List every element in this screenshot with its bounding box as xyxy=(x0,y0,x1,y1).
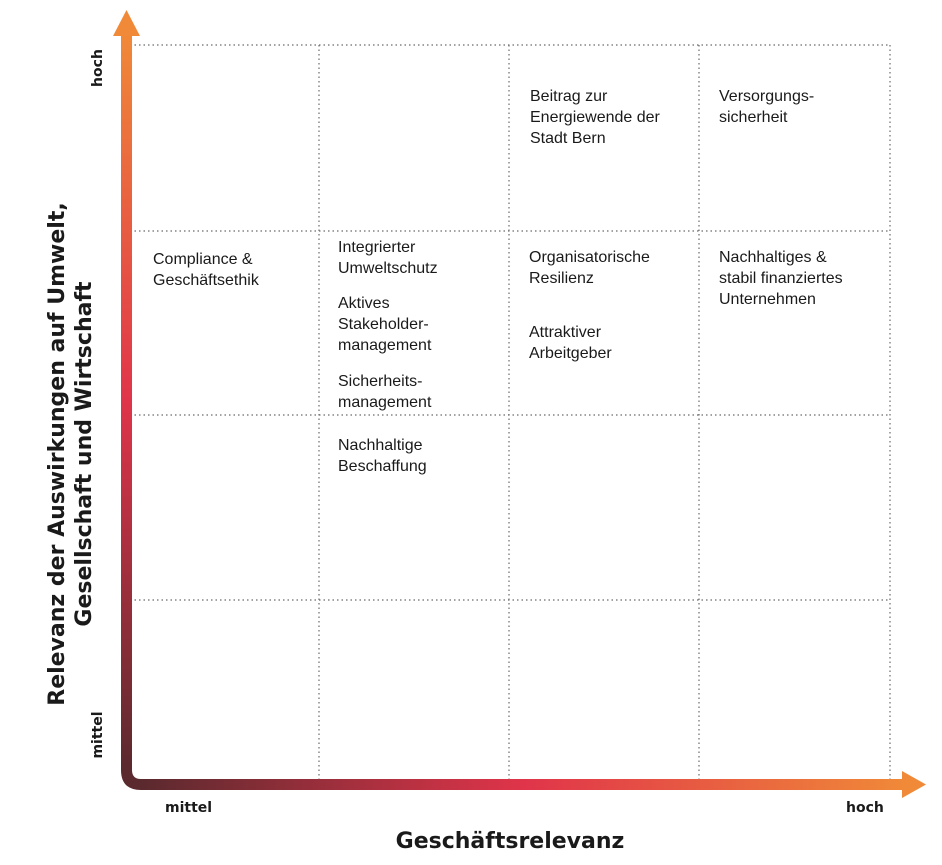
topic-umweltschutz: Integrierter Umweltschutz xyxy=(338,239,438,277)
topic-sicherheitsmanagement: Sicherheits- management xyxy=(338,373,432,411)
x-axis-low-label: mittel xyxy=(165,800,213,816)
axis-corner xyxy=(121,770,141,790)
topic-resilienz: Organisatorische Resilienz xyxy=(529,249,650,287)
y-axis-title: Relevanz der Auswirkungen auf Umwelt, Ge… xyxy=(44,94,100,814)
x-axis-title: Geschäftsrelevanz xyxy=(395,829,625,854)
y-axis-low-label: mittel xyxy=(90,711,106,759)
topic-beschaffung: Nachhaltige Beschaffung xyxy=(338,437,427,475)
y-axis-bar xyxy=(121,30,132,770)
topic-compliance: Compliance & Geschäftsethik xyxy=(153,251,259,289)
topic-stakeholdermanagement: Aktives Stakeholder- management xyxy=(338,295,432,354)
topic-versorgungssicherheit: Versorgungs- sicherheit xyxy=(719,88,815,126)
axes xyxy=(113,10,926,798)
topic-finanzierung: Nachhaltiges & stabil finanziertes Unter… xyxy=(719,249,843,308)
topic-energiewende: Beitrag zur Energiewende der Stadt Bern xyxy=(530,88,660,147)
grid xyxy=(130,44,891,780)
x-axis-arrow xyxy=(902,771,926,798)
y-axis-high-label: hoch xyxy=(90,49,106,87)
y-axis-title-line2: Gesellschaft und Wirtschaft xyxy=(72,281,97,627)
x-axis-bar xyxy=(140,779,908,790)
y-axis-title-line1: Relevanz der Auswirkungen auf Umwelt, xyxy=(45,202,70,706)
y-axis-arrow xyxy=(113,10,140,36)
x-axis-high-label: hoch xyxy=(846,800,884,816)
topic-arbeitgeber: Attraktiver Arbeitgeber xyxy=(529,324,612,362)
